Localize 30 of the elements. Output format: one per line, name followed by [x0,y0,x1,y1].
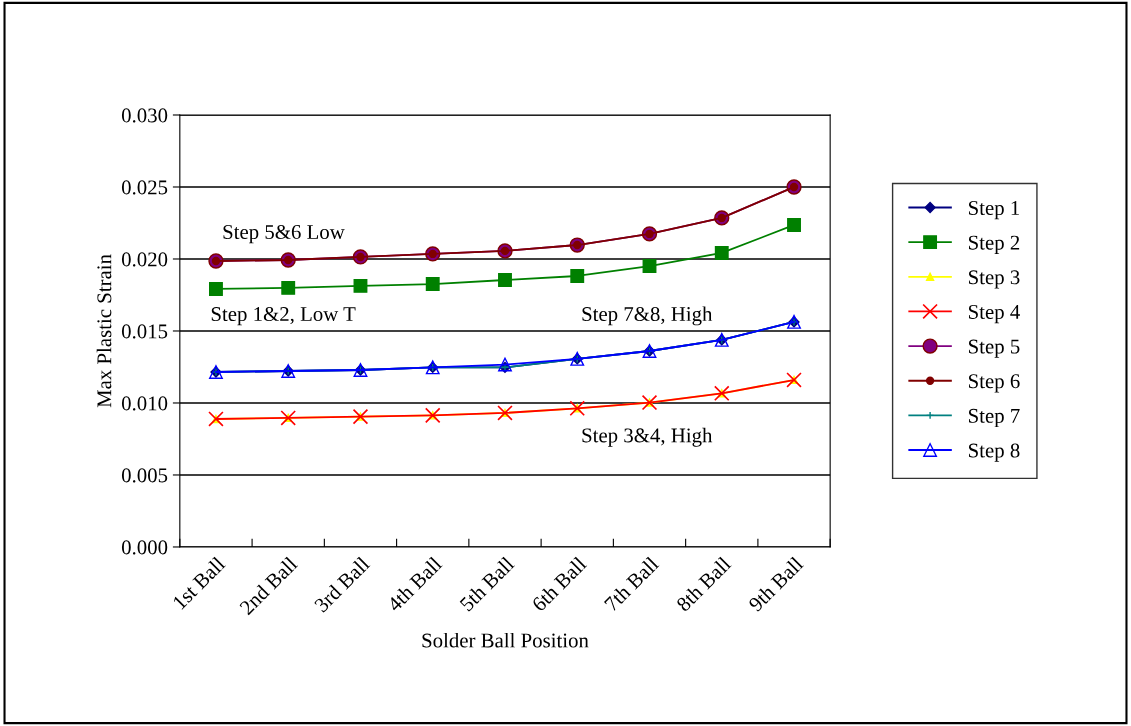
y-tick-label: 0.010 [121,396,168,411]
legend-label: Step 2 [968,235,1020,254]
legend-label: Step 1 [968,201,1020,220]
y-tick-label: 0.030 [121,108,168,123]
legend-label: Step 7 [968,408,1020,428]
annotation: Step 1&2, Low T [211,307,356,326]
x-tick-label: 6th Ball [530,555,588,613]
y-tick-label: 0.005 [121,468,168,483]
x-tick-label: 9th Ball [747,555,805,613]
annotation: Step 7&8, High [582,306,713,326]
annotation: Step 5&6 Low [223,224,345,244]
x-tick-label: 3rd Ball [313,555,371,613]
y-axis-title: Max Plastic Strain [96,254,112,408]
annotation: Step 3&4, High [582,427,713,447]
y-tick-label: 0.025 [121,180,168,195]
x-tick-label: 4th Ball [385,555,443,613]
y-tick-label: 0.015 [121,324,168,339]
x-tick-label: 8th Ball [675,555,732,613]
y-tick-label: 0.000 [121,540,168,555]
x-tick-label: 7th Ball [603,555,660,612]
legend-label: Step 4 [968,304,1020,324]
legend-label: Step 8 [968,443,1020,462]
x-tick-label: 2nd Ball [238,555,299,616]
x-tick-label: 5th Ball [458,555,516,612]
legend-label: Step 3 [968,270,1020,289]
x-tick-label: 1st Ball [171,555,227,610]
y-tick-label: 0.020 [121,252,168,267]
x-axis-title: Solder Ball Position [422,632,589,648]
legend-label: Step 6 [968,374,1020,393]
legend-label: Step 5 [968,339,1020,358]
